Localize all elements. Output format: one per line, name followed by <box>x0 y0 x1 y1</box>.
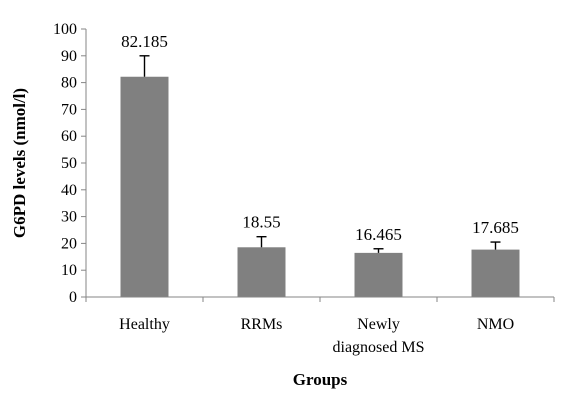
y-tick-label: 70 <box>61 101 77 118</box>
data-label: 18.55 <box>242 213 280 232</box>
y-axis-title: G6PD levels (nmol/l) <box>10 88 29 238</box>
x-tick-label: Healthy <box>119 316 170 333</box>
data-label: 17.685 <box>472 218 519 237</box>
y-tick-label: 0 <box>69 289 77 306</box>
x-tick-label: diagnosed MS <box>333 339 425 356</box>
y-axis-ticks: 0 10 20 30 40 50 60 70 80 90 100 <box>53 21 555 306</box>
y-tick-label: 100 <box>53 21 77 38</box>
x-axis-title: Groups <box>293 370 348 389</box>
y-tick-label: 40 <box>61 182 77 199</box>
bars <box>120 55 520 297</box>
y-tick-label: 50 <box>61 155 77 172</box>
x-tick-label: NMO <box>477 316 514 333</box>
bar <box>237 247 286 297</box>
y-tick-label: 10 <box>61 262 77 279</box>
y-tick-label: 90 <box>61 48 77 65</box>
y-tick-label: 30 <box>61 209 77 226</box>
data-label: 16.465 <box>355 225 402 244</box>
y-tick-label: 80 <box>61 75 77 92</box>
y-tick-label: 60 <box>61 128 77 145</box>
y-tick-label: 20 <box>61 235 77 252</box>
bar <box>471 249 520 297</box>
x-tick-label: Newly <box>357 316 400 333</box>
x-tick-label: RRMs <box>241 316 283 333</box>
bar <box>354 252 403 297</box>
x-axis-tick-labels: Healthy RRMs Newly diagnosed MS NMO <box>119 316 514 356</box>
bar <box>120 76 169 297</box>
data-labels: 82.185 18.55 16.465 17.685 <box>121 32 519 244</box>
data-label: 82.185 <box>121 32 168 51</box>
